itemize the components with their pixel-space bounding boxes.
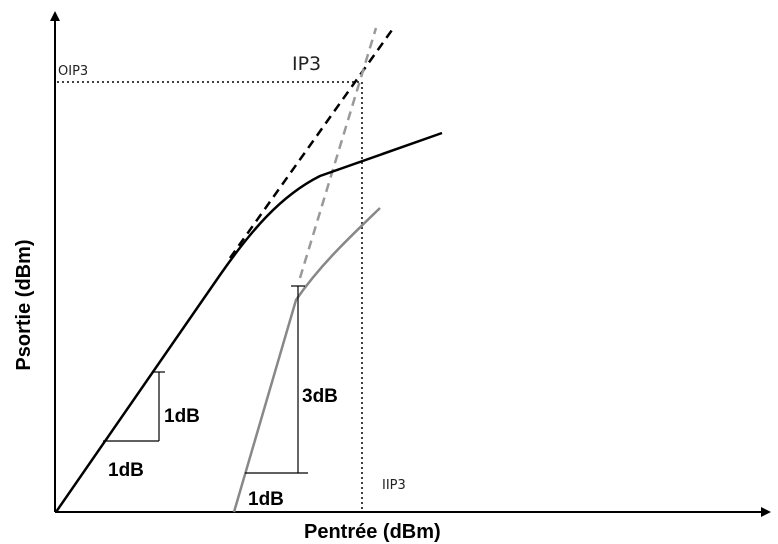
fundamental-curve — [54, 131, 443, 513]
iip3-label: IIP3 — [382, 478, 406, 493]
fundamental-horizontal-step-label: 1dB — [108, 460, 144, 481]
third-order-horizontal-step-label: 1dB — [248, 489, 284, 510]
fundamental-vertical-step-label: 1dB — [164, 406, 200, 427]
ip3-label: IP3 — [292, 53, 321, 75]
third-order-vertical-step-label: 3dB — [302, 386, 338, 407]
fundamental-extrapolation — [228, 29, 394, 259]
y-axis-label: Psortie (dBm) — [13, 239, 35, 370]
third-order-extrapolation — [298, 27, 378, 279]
oip3-label: OIP3 — [58, 64, 88, 79]
x-axis-label: Pentrée (dBm) — [304, 521, 441, 543]
third-order-curve — [232, 207, 381, 513]
